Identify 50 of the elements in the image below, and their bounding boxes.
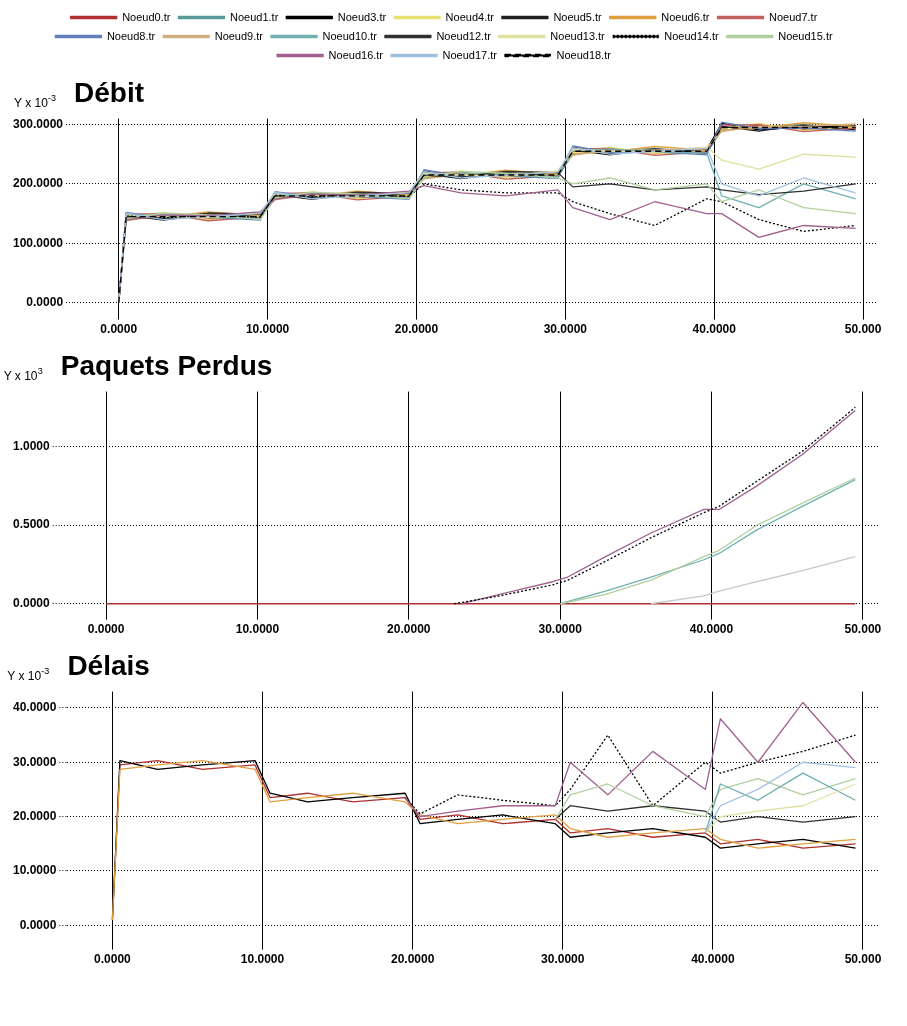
x-tick-label: 50.000 — [844, 622, 882, 637]
legend-label: Noeud1.tr — [229, 10, 279, 23]
x-tick-label: 10.0000 — [235, 622, 280, 637]
legend-label: Noeud10.tr — [322, 29, 378, 42]
y-tick-label: 100.0000 — [12, 235, 64, 250]
y-tick-label: 0.0000 — [13, 596, 51, 611]
x-tick-label: 40.0000 — [689, 622, 734, 637]
x-tick-label: 30.0000 — [543, 322, 588, 337]
x-tick-label: 0.0000 — [94, 952, 132, 967]
y-tick-label: 300.0000 — [12, 116, 64, 131]
y-tick-label: 30.0000 — [12, 754, 57, 769]
chart-title: Délais — [67, 649, 150, 681]
legend-label: Noeud17.tr — [442, 48, 498, 61]
legend-label: Noeud7.tr — [769, 10, 818, 23]
x-tick-label: 50.000 — [844, 322, 882, 337]
legend-label: Noeud16.tr — [328, 48, 384, 61]
x-tick-label: 20.0000 — [394, 322, 439, 337]
x-tick-label: 40.0000 — [691, 952, 735, 967]
legend-label: Noeud18.tr — [556, 48, 612, 61]
x-tick-label: 0.0000 — [100, 322, 138, 337]
chart-title: Paquets Perdus — [60, 349, 273, 381]
legend-label: Noeud5.tr — [553, 10, 603, 23]
x-tick-label: 10.0000 — [245, 322, 290, 337]
legend-label: Noeud0.tr — [122, 10, 171, 23]
legend-label: Noeud4.tr — [445, 10, 495, 23]
y-tick-label: 1.0000 — [13, 438, 51, 453]
legend-label: Noeud14.tr — [664, 29, 720, 42]
x-tick-label: 30.0000 — [538, 622, 583, 637]
legend-label: Noeud6.tr — [661, 10, 710, 23]
x-tick-label: 20.0000 — [387, 622, 431, 637]
x-tick-label: 20.0000 — [390, 952, 435, 967]
legend-label: Noeud15.tr — [778, 29, 833, 42]
y-tick-label: 0.0000 — [19, 917, 57, 932]
x-tick-label: 40.0000 — [692, 322, 737, 337]
chart-title: Débit — [74, 76, 145, 108]
y-tick-label: 10.0000 — [12, 863, 57, 878]
x-tick-label: 0.0000 — [87, 622, 125, 637]
x-tick-label: 30.0000 — [541, 952, 585, 967]
legend-label: Noeud8.tr — [106, 29, 156, 42]
y-tick-label: 0.0000 — [26, 295, 64, 309]
x-tick-label: 10.0000 — [240, 952, 285, 967]
y-tick-label: 0.5000 — [13, 517, 51, 532]
x-tick-label: 50.000 — [844, 952, 882, 967]
y-tick-label: 20.0000 — [12, 808, 57, 823]
legend-label: Noeud13.tr — [550, 29, 606, 42]
y-tick-label: 200.0000 — [12, 176, 64, 191]
legend-label: Noeud3.tr — [337, 10, 387, 23]
y-tick-label: 40.0000 — [12, 700, 57, 715]
legend-label: Noeud9.tr — [214, 29, 264, 42]
legend-label: Noeud12.tr — [436, 29, 492, 42]
